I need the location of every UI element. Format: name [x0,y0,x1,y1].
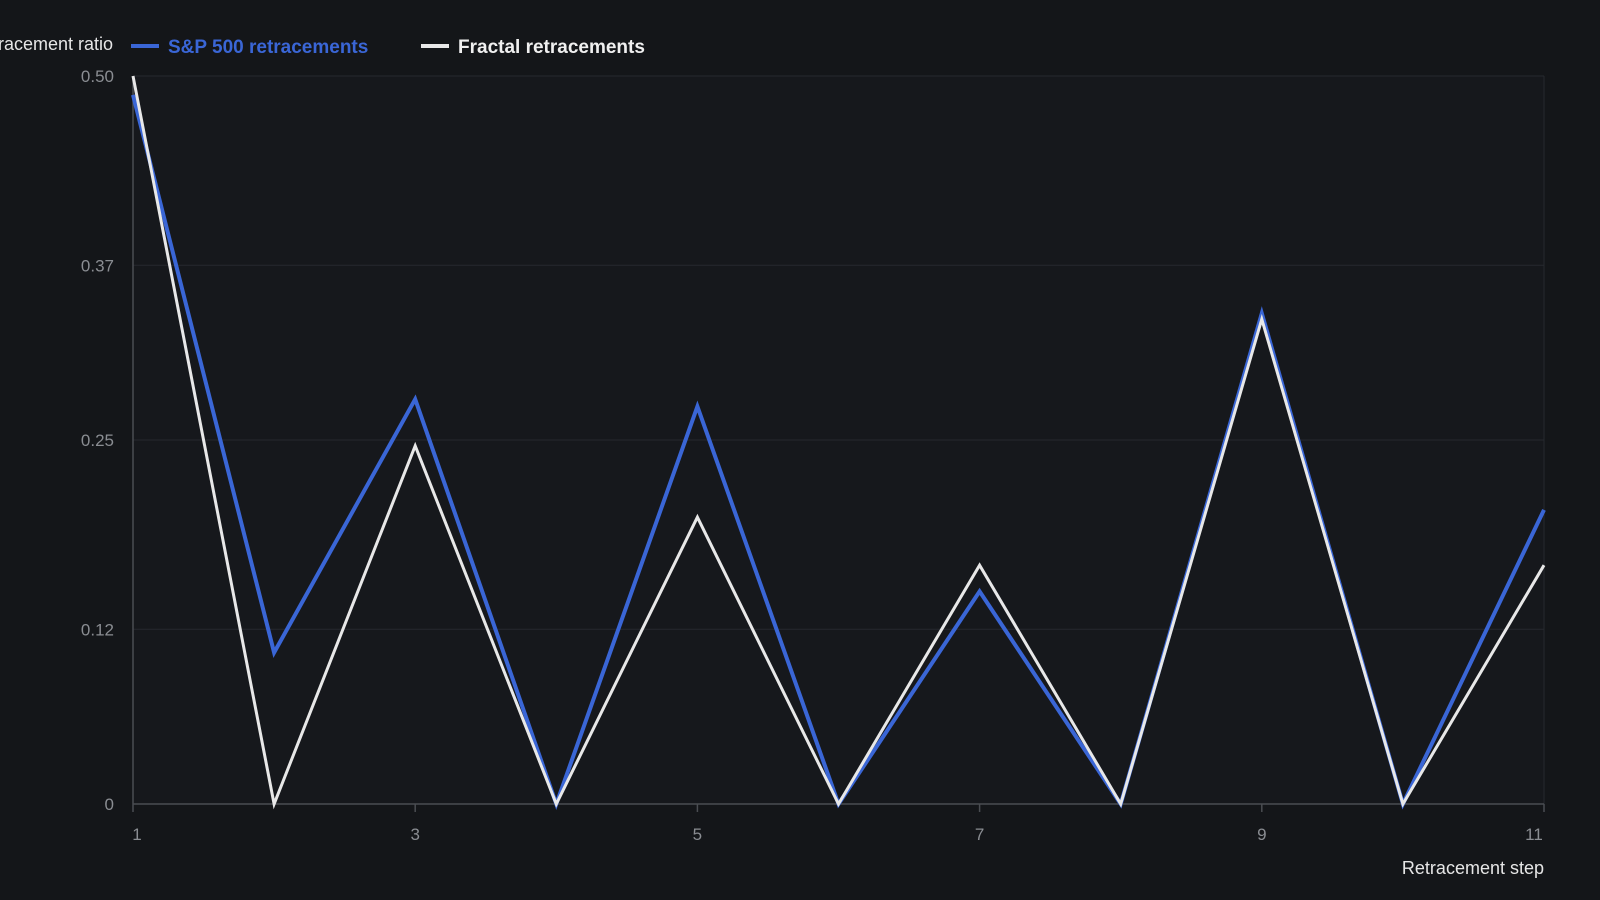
legend[interactable]: S&P 500 retracements Fractal retracements [131,37,645,58]
x-tick-label: 9 [1257,825,1266,844]
x-axis-title: Retracement step [1402,858,1544,878]
grid-lines [133,75,1545,804]
y-tick-label: 0.12 [81,620,114,639]
x-tick-label: 5 [693,825,702,844]
y-tick-label: 0 [105,795,114,814]
x-tick-label: 1 [132,825,141,844]
legend-label: Fractal retracements [458,37,645,58]
y-tick-label: 0.37 [81,256,114,275]
series-lines [131,75,1546,811]
legend-label: S&P 500 retracements [168,37,368,58]
y-tick-label: 0.50 [81,67,114,86]
x-tick-label: 11 [1525,825,1543,844]
x-tick-label: 7 [975,825,984,844]
y-tick-label: 0.25 [81,431,114,450]
series-line-fractal [131,75,1546,810]
x-tick-label: 3 [410,825,419,844]
y-axis-title: Retracement ratio [0,34,113,54]
